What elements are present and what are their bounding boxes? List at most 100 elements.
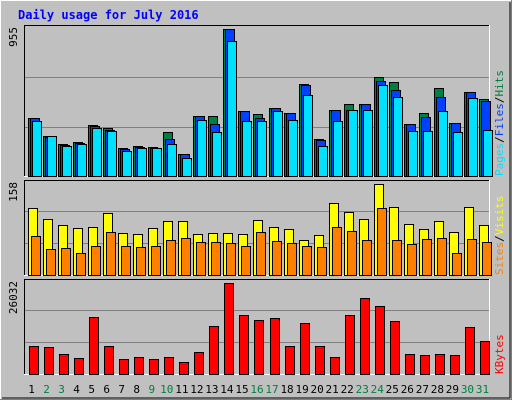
bar-pages-day-16: Pages 16: 355 <box>257 121 267 177</box>
bar-sites-day-30: Sites 30: 63 <box>467 239 477 276</box>
bar-sites-day-22: Sites 22: 76 <box>347 231 357 276</box>
day-label-27: 27 <box>416 383 429 396</box>
bar-kbytes-day-17: KBytes 17: 15900 <box>270 318 280 375</box>
day-label-10: 10 <box>160 383 173 396</box>
day-label-25: 25 <box>386 383 399 396</box>
bar-sites-day-5: Sites 5: 51 <box>91 246 101 276</box>
bar-sites-day-13: Sites 13: 57 <box>211 242 221 276</box>
bar-pages-day-25: Pages 25: 510 <box>393 97 403 177</box>
day-label-31: 31 <box>476 383 489 396</box>
day-label-26: 26 <box>401 383 414 396</box>
bar-sites-day-10: Sites 10: 61 <box>166 240 176 276</box>
bar-sites-day-16: Sites 16: 74 <box>256 232 266 276</box>
bar-pages-day-5: Pages 5: 310 <box>92 128 102 177</box>
bar-pages-day-11: Pages 11: 120 <box>182 158 192 177</box>
bar-pages-day-19: Pages 19: 525 <box>303 95 313 177</box>
bar-kbytes-day-8: KBytes 8: 4800 <box>134 357 144 375</box>
bar-sites-day-26: Sites 26: 54 <box>407 244 417 276</box>
bar-pages-day-3: Pages 3: 195 <box>62 146 72 177</box>
day-label-3: 3 <box>58 383 65 396</box>
bar-kbytes-day-7: KBytes 7: 4300 <box>119 359 129 375</box>
bar-sites-day-3: Sites 3: 47 <box>61 248 71 276</box>
bar-pages-day-28: Pages 28: 425 <box>438 111 448 177</box>
bar-sites-day-15: Sites 15: 51 <box>241 246 251 276</box>
day-label-9: 9 <box>148 383 155 396</box>
axis-legend-part: Visits <box>493 196 506 236</box>
bar-sites-day-25: Sites 25: 61 <box>392 240 402 276</box>
axis-legend-part: Hits <box>493 70 506 97</box>
bar-sites-day-2: Sites 2: 45 <box>46 249 56 276</box>
bar-kbytes-day-28: KBytes 28: 5700 <box>435 354 445 375</box>
axis-legend: KBytes <box>493 334 506 374</box>
bar-kbytes-day-22: KBytes 22: 16800 <box>345 315 355 375</box>
day-label-22: 22 <box>341 383 354 396</box>
y-max-label: 26032 <box>7 281 20 314</box>
day-label-30: 30 <box>461 383 474 396</box>
bar-pages-day-17: Pages 17: 425 <box>273 111 283 177</box>
day-label-21: 21 <box>326 383 339 396</box>
bar-kbytes-day-1: KBytes 1: 8100 <box>29 346 39 375</box>
bar-sites-day-20: Sites 20: 48 <box>317 247 327 276</box>
bar-kbytes-day-6: KBytes 6: 8100 <box>104 346 114 375</box>
bar-kbytes-day-2: KBytes 2: 7700 <box>44 347 54 375</box>
bar-kbytes-day-14: KBytes 14: 26032 <box>224 283 234 375</box>
bar-pages-day-18: Pages 18: 365 <box>288 120 298 177</box>
bar-pages-day-9: Pages 9: 185 <box>152 148 162 177</box>
bar-kbytes-day-27: KBytes 27: 5500 <box>420 355 430 375</box>
bar-sites-day-11: Sites 11: 64 <box>181 238 191 276</box>
bar-pages-day-13: Pages 13: 285 <box>212 132 222 177</box>
bar-kbytes-day-12: KBytes 12: 6400 <box>194 352 204 375</box>
day-label-11: 11 <box>175 383 188 396</box>
bar-kbytes-day-11: KBytes 11: 3400 <box>179 362 189 375</box>
bar-pages-day-14: Pages 14: 875 <box>227 41 237 177</box>
bar-sites-day-6: Sites 6: 74 <box>106 232 116 276</box>
bar-pages-day-1: Pages 1: 360 <box>32 121 42 177</box>
bar-kbytes-day-18: KBytes 18: 8100 <box>285 346 295 375</box>
day-label-1: 1 <box>28 383 35 396</box>
bar-kbytes-day-13: KBytes 13: 13600 <box>209 326 219 375</box>
bar-kbytes-day-26: KBytes 26: 5700 <box>405 354 415 375</box>
axis-legend-part: / <box>493 97 506 104</box>
axis-legend-part: Files <box>493 103 506 136</box>
bar-pages-day-4: Pages 4: 210 <box>77 144 87 177</box>
bar-pages-day-30: Pages 30: 505 <box>468 98 478 177</box>
bar-pages-day-31: Pages 31: 300 <box>483 130 493 177</box>
bar-pages-day-7: Pages 7: 165 <box>122 151 132 177</box>
day-label-16: 16 <box>250 383 263 396</box>
day-label-12: 12 <box>190 383 203 396</box>
bar-sites-day-27: Sites 27: 63 <box>422 239 432 276</box>
axis-legend: Pages/Files/Hits <box>493 70 506 176</box>
bar-sites-day-21: Sites 21: 83 <box>332 227 342 276</box>
bar-sites-day-7: Sites 7: 51 <box>121 246 131 276</box>
bar-kbytes-day-30: KBytes 30: 13400 <box>465 327 475 375</box>
bar-kbytes-day-23: KBytes 23: 21800 <box>360 298 370 375</box>
bar-sites-day-24: Sites 24: 116 <box>377 208 387 276</box>
day-label-20: 20 <box>311 383 324 396</box>
bar-pages-day-27: Pages 27: 290 <box>423 131 433 177</box>
bar-sites-day-8: Sites 8: 49 <box>136 247 146 276</box>
bar-sites-day-18: Sites 18: 56 <box>287 243 297 276</box>
bar-sites-day-12: Sites 12: 57 <box>196 242 206 276</box>
bar-sites-day-4: Sites 4: 39 <box>76 253 86 276</box>
bar-sites-day-17: Sites 17: 59 <box>272 241 282 276</box>
bar-kbytes-day-25: KBytes 25: 15300 <box>390 321 400 375</box>
day-label-5: 5 <box>88 383 95 396</box>
bar-kbytes-day-4: KBytes 4: 4500 <box>74 358 84 375</box>
bar-kbytes-day-31: KBytes 31: 9300 <box>480 341 490 375</box>
bar-pages-day-26: Pages 26: 290 <box>408 131 418 177</box>
bar-kbytes-day-16: KBytes 16: 15500 <box>254 320 264 375</box>
bar-sites-day-31: Sites 31: 58 <box>482 242 492 276</box>
bar-kbytes-day-19: KBytes 19: 14600 <box>300 323 310 375</box>
bar-kbytes-day-20: KBytes 20: 8100 <box>315 346 325 375</box>
chart-title: Daily usage for July 2016 <box>18 8 199 22</box>
day-label-29: 29 <box>446 383 459 396</box>
axis-legend-part: KBytes <box>493 334 506 374</box>
bar-kbytes-day-15: KBytes 15: 16800 <box>239 315 249 375</box>
day-label-19: 19 <box>295 383 308 396</box>
bar-kbytes-day-3: KBytes 3: 5700 <box>59 354 69 375</box>
bar-sites-day-28: Sites 28: 64 <box>437 238 447 276</box>
day-label-24: 24 <box>371 383 385 396</box>
day-label-4: 4 <box>73 383 80 396</box>
bar-kbytes-day-5: KBytes 5: 16300 <box>89 317 99 375</box>
